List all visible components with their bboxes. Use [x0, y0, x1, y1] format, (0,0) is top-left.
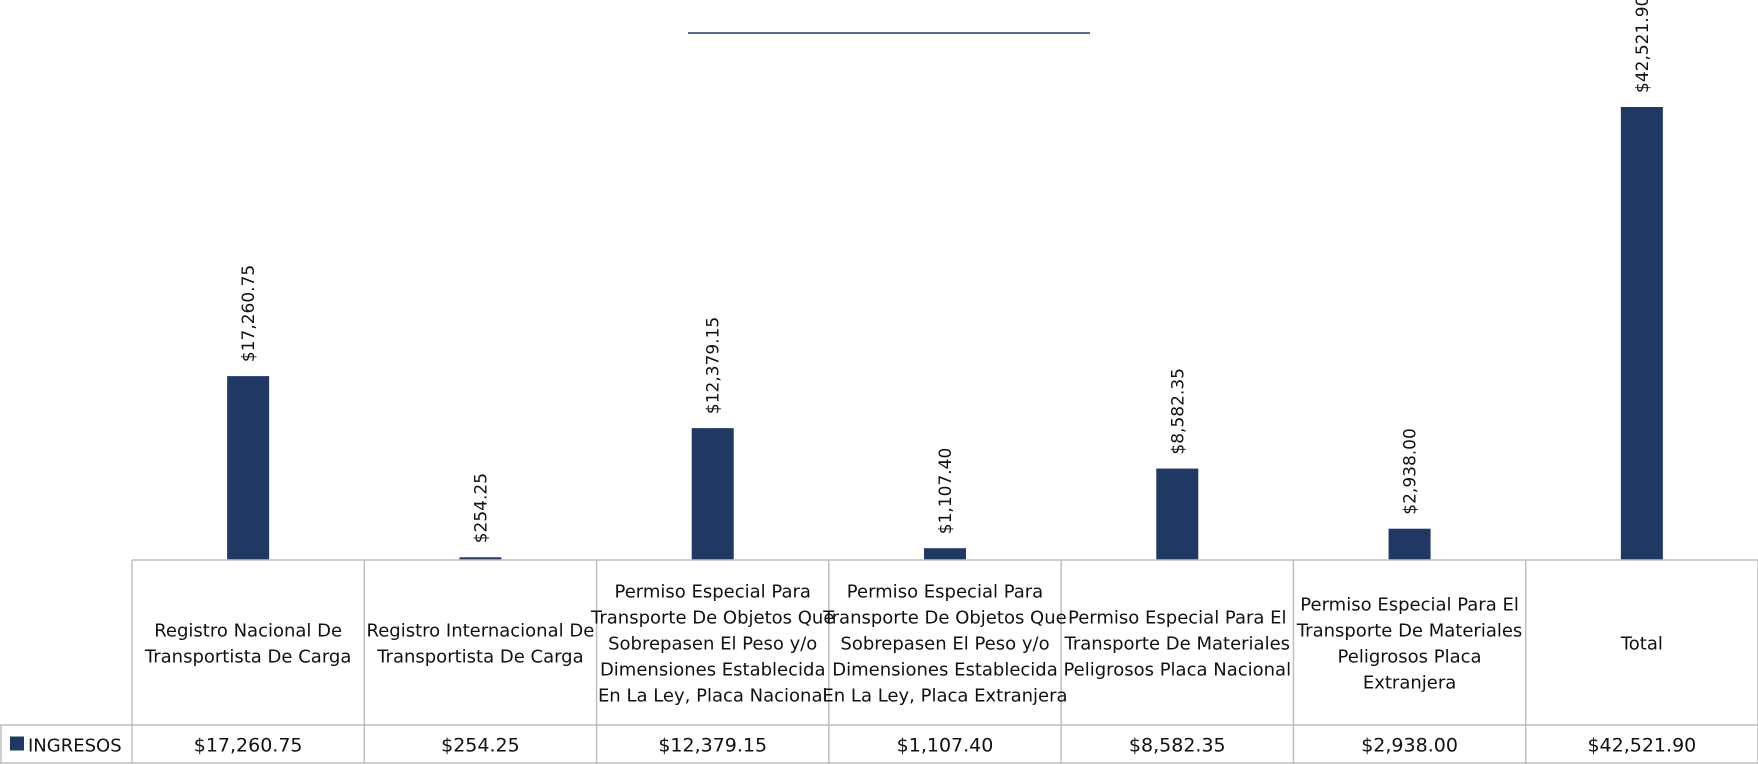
bar-4 [1156, 468, 1199, 560]
series-name: INGRESOS [28, 736, 122, 757]
bar-0 [227, 376, 270, 560]
table-value: $12,379.15 [658, 735, 767, 757]
bar-value-label: $12,379.15 [704, 317, 724, 414]
bar-5 [1388, 528, 1431, 560]
bar-value-label: $1,107.40 [936, 448, 956, 535]
bar-value-label: $8,582.35 [1168, 368, 1188, 455]
table-value: $42,521.90 [1587, 735, 1696, 757]
table-value: $2,938.00 [1361, 735, 1458, 757]
category-label: Total [1620, 634, 1663, 655]
bar-value-label: $2,938.00 [1401, 428, 1421, 515]
bar-value-label: $42,521.90 [1633, 0, 1653, 93]
data-table: Registro Nacional De Transportista De Car… [0, 559, 1758, 764]
table-value: $17,260.75 [194, 735, 303, 757]
category-label: Permiso Especial Para El Transporte De Ma… [1296, 595, 1523, 694]
value-labels-group: $17,260.75 $254.25 $12,379.15 $1,107.40 $8,5… [239, 0, 1653, 543]
bar-2 [691, 428, 734, 560]
bars-group [227, 107, 1663, 560]
category-label: Permiso Especial Para Transporte De Objet… [822, 582, 1067, 707]
bar-value-label: $17,260.75 [239, 265, 259, 362]
bar-6 [1620, 107, 1663, 560]
bar-value-label: $254.25 [471, 473, 491, 543]
legend-swatch [10, 736, 24, 751]
table-value: $254.25 [441, 735, 520, 757]
category-label: Permiso Especial Para Transporte De Objet… [590, 582, 834, 707]
bar-3 [924, 548, 966, 560]
table-value: $1,107.40 [897, 735, 994, 757]
category-label: Permiso Especial Para El Transporte De Ma… [1063, 608, 1291, 681]
table-value: $8,582.35 [1129, 735, 1226, 757]
category-label: Registro Internacional De Transportista D… [367, 621, 595, 668]
category-label: Registro Nacional De Transportista De Car… [144, 621, 351, 668]
bar-1 [459, 557, 502, 560]
